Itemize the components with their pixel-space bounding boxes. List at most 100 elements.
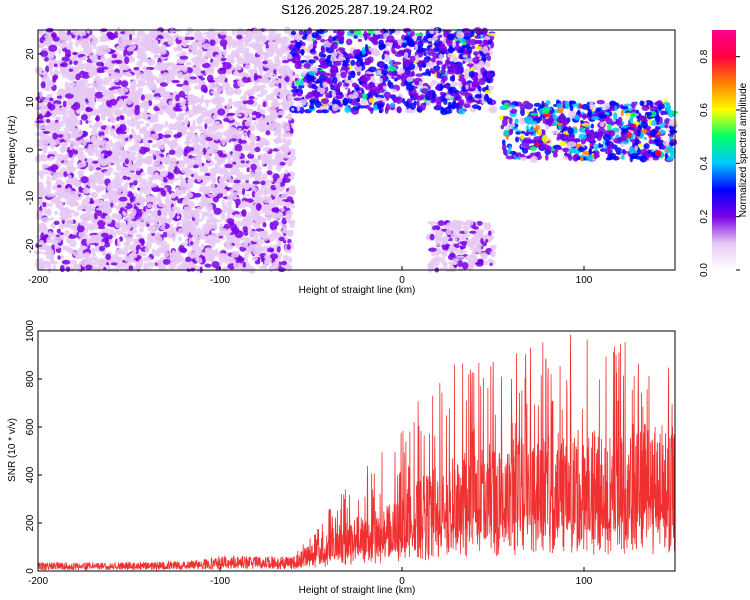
spectrogram-blob [449, 75, 455, 82]
spectrogram-blob [140, 217, 147, 221]
spectrogram-blob [308, 59, 316, 64]
spectrogram-blob [77, 170, 83, 176]
spectrogram-blob [468, 38, 478, 46]
spectrogram-blob [210, 65, 215, 73]
spectrogram-blob [114, 155, 119, 162]
spectrogram-blob [452, 56, 459, 63]
spectrogram-blob [267, 196, 272, 203]
spectrogram-blob [191, 41, 200, 48]
spectrogram-blob [318, 70, 327, 76]
spectrogram-blob [397, 71, 402, 76]
spectrogram-blob [386, 35, 395, 43]
spectrogram-blob [443, 99, 448, 105]
spectrogram-blob [322, 81, 329, 88]
spectrogram-blob [283, 177, 291, 183]
spectrogram-blob [421, 59, 430, 63]
spectrogram-blob [193, 246, 203, 254]
spectrogram-blob [108, 238, 113, 244]
spectrogram-blob [57, 29, 64, 35]
spectrogram-blob [277, 110, 286, 116]
spectrogram-blob [203, 99, 212, 104]
spectrogram-blob [130, 80, 137, 88]
spectrogram-blob [80, 42, 86, 49]
spectrogram-blob [218, 123, 224, 130]
spectrogram-blob [442, 75, 448, 82]
spectrogram-blob [114, 123, 121, 129]
spectrogram-blob [142, 99, 148, 107]
spectrogram-blob [192, 210, 199, 214]
spectrogram-blob [233, 70, 240, 77]
spectrogram-blob [151, 186, 161, 193]
spectrogram-blob [457, 259, 463, 268]
spectrogram-blob [217, 232, 225, 237]
spectrogram-blob [142, 113, 149, 120]
spectrogram-blob [231, 29, 236, 36]
spectrogram-blob [487, 32, 497, 37]
spectrogram-blob [128, 252, 138, 259]
spectrogram-blob [94, 212, 98, 220]
spectrogram-blob [406, 98, 413, 103]
spectrogram-blob [192, 213, 200, 218]
spectrogram-blob [252, 59, 262, 66]
spectrogram-blob [55, 116, 62, 121]
spectrogram-blob [89, 175, 98, 184]
spectrogram-blob [474, 94, 482, 99]
spectrogram-blob [179, 175, 184, 181]
spectrogram-blob [403, 52, 409, 59]
spectrogram-blob [47, 157, 53, 162]
spectrogram-blob [374, 97, 383, 101]
spectrogram-blob [290, 48, 298, 57]
spectrogram-blob [178, 59, 187, 63]
spectrogram-blob [439, 40, 443, 49]
spectrogram-blob [373, 93, 379, 97]
spectrogram-blob [114, 230, 123, 235]
spectrogram-blob [184, 116, 189, 122]
spectrogram-blob [368, 66, 377, 73]
spectrogram-blob [173, 260, 181, 264]
spectrogram-blob [130, 117, 138, 125]
spectrogram-blob [166, 35, 172, 40]
spectrogram-blob [196, 57, 206, 65]
spectrogram-blob [45, 118, 51, 123]
spectrogram-blob [272, 63, 282, 68]
spectrogram-blob [282, 83, 287, 90]
spectrogram-blob [255, 228, 265, 232]
spectrogram-blob [239, 72, 248, 77]
spectrogram-blob [277, 67, 284, 73]
spectrogram-blob [216, 183, 226, 188]
spectrogram-blob [122, 175, 128, 180]
spectrogram-blob [271, 261, 278, 269]
spectrogram-blob [241, 188, 246, 195]
spectrogram-blob [273, 161, 281, 165]
spectrogram-blob [249, 132, 253, 141]
spectrogram-blob [97, 257, 106, 266]
spectrogram-blob [183, 148, 188, 157]
spectrogram-blob [59, 41, 67, 49]
spectrogram-blob [121, 250, 128, 255]
spectrogram-blob [219, 169, 223, 176]
spectrogram-blob [205, 199, 209, 205]
spectrogram-blob [117, 213, 122, 221]
spectrogram-blob [392, 61, 402, 65]
spectrogram-blob [244, 173, 250, 181]
spectrogram-blob [480, 66, 486, 75]
spectrogram-blob [234, 213, 240, 218]
spectrogram-blob [357, 105, 367, 109]
spectrogram-blob [101, 142, 105, 148]
spectrogram-blob [143, 33, 151, 38]
spectrogram-blob [190, 124, 197, 131]
spectrogram-blob [159, 108, 164, 115]
spectrogram-blob [138, 146, 148, 155]
spectrogram-blob [202, 31, 211, 36]
spectrogram-blob [130, 128, 135, 132]
spectrogram-blob [129, 33, 133, 41]
spectrogram-blob [145, 130, 152, 138]
spectrogram-blob [246, 99, 255, 105]
spectrogram-blob [134, 166, 142, 172]
spectrogram-blob [470, 31, 475, 37]
spectrogram-blob [243, 134, 247, 140]
spectrogram-blob [361, 82, 368, 88]
spectrogram-blob [342, 60, 348, 67]
spectrogram-blob [420, 88, 429, 95]
